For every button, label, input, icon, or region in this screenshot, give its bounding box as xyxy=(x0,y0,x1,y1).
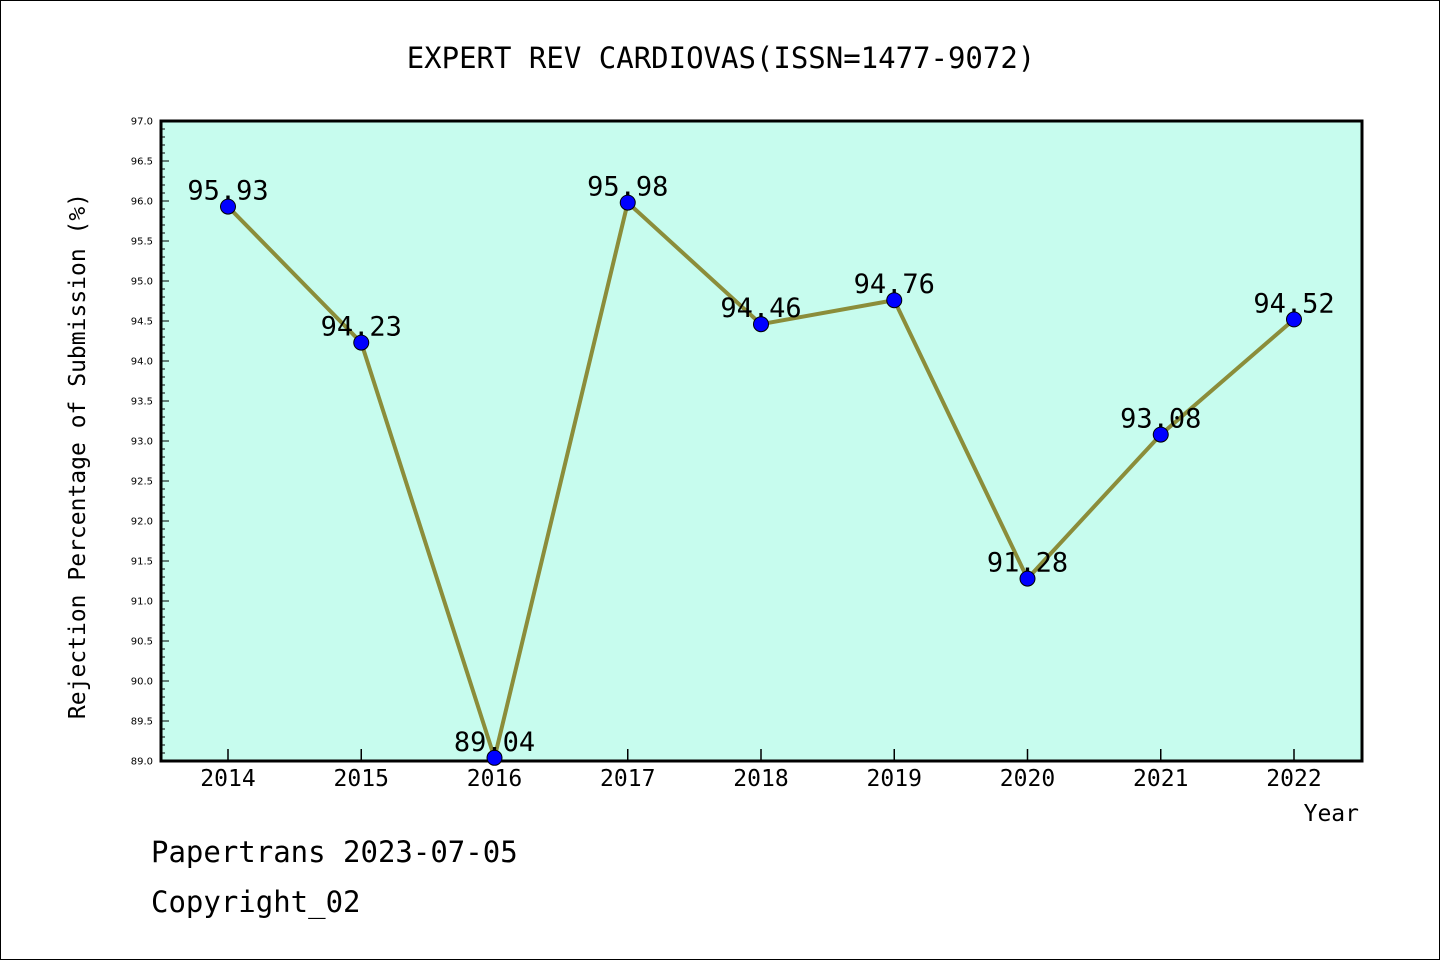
x-tick-label: 2015 xyxy=(334,766,389,792)
y-tick-label: 93.5 xyxy=(131,397,153,408)
y-tick-label: 89.0 xyxy=(131,757,153,768)
data-labels: 95.93 94.23 89.04 95.98 94.46 94.76 91.28 93.08… xyxy=(187,172,1334,758)
y-tick-label: 93.0 xyxy=(131,437,153,448)
x-axis-label: Year xyxy=(1304,801,1359,827)
y-axis: 89.0 89.5 90.0 90.5 91.0 91.5 92.0 92.5 93.0 93.5… xyxy=(131,117,169,768)
data-label: 94.23 xyxy=(321,312,402,343)
data-point xyxy=(1152,426,1169,443)
data-label: 94.76 xyxy=(854,269,935,300)
x-tick-label: 2021 xyxy=(1133,766,1188,792)
series xyxy=(220,194,1302,766)
y-tick-label: 89.5 xyxy=(131,717,153,728)
x-tick-label: 2017 xyxy=(600,766,655,792)
data-point xyxy=(1019,570,1036,587)
y-tick-label: 96.0 xyxy=(131,197,153,208)
x-tick-label: 2014 xyxy=(200,766,255,792)
data-point xyxy=(886,292,903,309)
data-point xyxy=(353,334,370,351)
x-tick-label: 2016 xyxy=(467,766,522,792)
footer-copyright: Copyright_02 xyxy=(151,885,361,919)
data-label: 91.28 xyxy=(987,548,1068,579)
data-label: 94.46 xyxy=(720,293,801,324)
y-axis-label: Rejection Percentage of Submission (%) xyxy=(65,193,91,719)
y-tick-label: 91.5 xyxy=(131,557,153,568)
x-tick-label: 2020 xyxy=(1000,766,1055,792)
y-tick-label: 95.5 xyxy=(131,237,153,248)
data-label: 95.93 xyxy=(187,176,268,207)
data-point xyxy=(619,194,636,211)
data-label: 95.98 xyxy=(587,172,668,203)
data-label: 89.04 xyxy=(454,727,535,758)
x-tick-label: 2022 xyxy=(1266,766,1321,792)
y-tick-label: 94.0 xyxy=(131,357,153,368)
data-point xyxy=(753,316,769,333)
y-tick-label: 97.0 xyxy=(131,117,153,128)
chart-title: EXPERT REV CARDIOVAS(ISSN=1477-9072) xyxy=(407,41,1036,75)
data-point xyxy=(1286,311,1302,328)
y-tick-label: 92.5 xyxy=(131,477,153,488)
footer-date: Papertrans 2023-07-05 xyxy=(151,835,518,869)
x-tick-label: 2018 xyxy=(733,766,788,792)
data-label: 94.52 xyxy=(1253,288,1334,319)
y-tick-label: 90.0 xyxy=(131,677,153,688)
plot-area xyxy=(159,119,1364,763)
y-tick-label: 92.0 xyxy=(131,517,153,528)
x-tick-label: 2019 xyxy=(867,766,922,792)
data-point xyxy=(220,198,236,215)
x-axis: 2014 2015 2016 2017 2018 2019 2020 2021 2022 xyxy=(200,749,1322,792)
y-tick-label: 90.5 xyxy=(131,637,153,648)
y-tick-label: 96.5 xyxy=(131,157,153,168)
y-tick-label: 94.5 xyxy=(131,317,153,328)
data-point xyxy=(486,749,503,766)
y-tick-label: 95.0 xyxy=(131,277,153,288)
y-tick-label: 91.0 xyxy=(131,597,153,608)
data-label: 93.08 xyxy=(1120,404,1201,435)
